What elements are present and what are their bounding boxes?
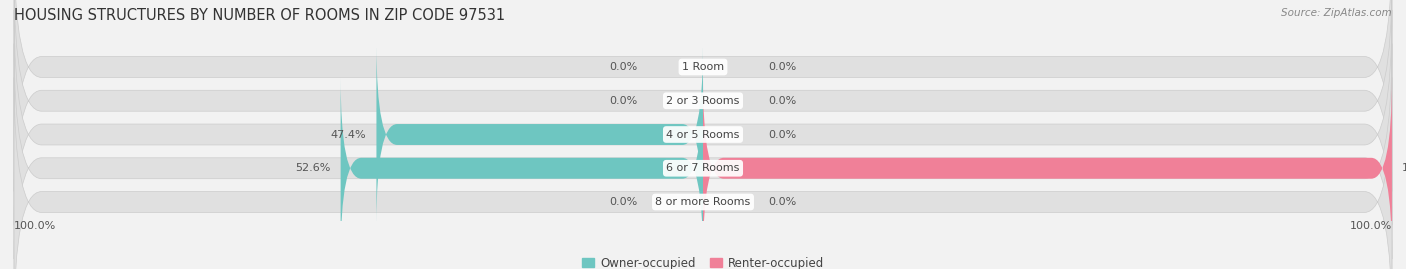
FancyBboxPatch shape (340, 77, 703, 259)
Text: 2 or 3 Rooms: 2 or 3 Rooms (666, 96, 740, 106)
Text: 100.0%: 100.0% (1350, 221, 1392, 231)
Text: 6 or 7 Rooms: 6 or 7 Rooms (666, 163, 740, 173)
Text: 47.4%: 47.4% (330, 129, 366, 140)
Text: 0.0%: 0.0% (769, 62, 797, 72)
Text: 0.0%: 0.0% (769, 96, 797, 106)
FancyBboxPatch shape (14, 0, 1392, 192)
Text: 8 or more Rooms: 8 or more Rooms (655, 197, 751, 207)
Text: HOUSING STRUCTURES BY NUMBER OF ROOMS IN ZIP CODE 97531: HOUSING STRUCTURES BY NUMBER OF ROOMS IN… (14, 8, 505, 23)
Text: 0.0%: 0.0% (769, 197, 797, 207)
FancyBboxPatch shape (14, 77, 1392, 269)
FancyBboxPatch shape (14, 44, 1392, 269)
Legend: Owner-occupied, Renter-occupied: Owner-occupied, Renter-occupied (582, 257, 824, 269)
Text: 0.0%: 0.0% (769, 129, 797, 140)
Text: 100.0%: 100.0% (14, 221, 56, 231)
FancyBboxPatch shape (14, 0, 1392, 225)
FancyBboxPatch shape (14, 10, 1392, 259)
FancyBboxPatch shape (377, 44, 703, 225)
Text: 0.0%: 0.0% (609, 96, 637, 106)
Text: 0.0%: 0.0% (609, 62, 637, 72)
Text: 0.0%: 0.0% (609, 197, 637, 207)
Text: 4 or 5 Rooms: 4 or 5 Rooms (666, 129, 740, 140)
Text: 100.0%: 100.0% (1402, 163, 1406, 173)
Text: Source: ZipAtlas.com: Source: ZipAtlas.com (1281, 8, 1392, 18)
FancyBboxPatch shape (703, 77, 1392, 259)
Text: 1 Room: 1 Room (682, 62, 724, 72)
Text: 52.6%: 52.6% (295, 163, 330, 173)
